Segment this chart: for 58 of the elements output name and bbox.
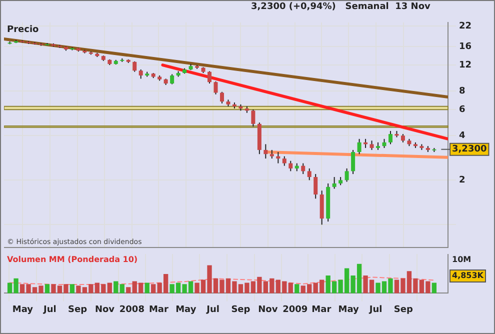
y-tick-label: 4 (459, 130, 466, 141)
candlestick (382, 138, 386, 148)
candlestick (282, 156, 286, 166)
candlestick (332, 176, 336, 190)
candlestick (357, 138, 362, 155)
candlestick (214, 80, 218, 95)
candlestick (307, 168, 312, 181)
x-tick-label: 2009 (282, 304, 308, 315)
annotation: Precio (7, 25, 39, 36)
candlestick (301, 162, 306, 175)
candlestick (220, 91, 224, 104)
candlestick (288, 160, 293, 172)
chart-title: 3,2300 (+0,94%) Semanal 13 Nov (251, 2, 430, 12)
candlestick (351, 149, 356, 175)
bar (70, 284, 75, 294)
bar (288, 282, 293, 294)
x-tick-label: Jul (42, 304, 56, 315)
candlestick (388, 130, 392, 145)
y-tick-label: 16 (459, 42, 472, 52)
y-tick-label: 22 (459, 21, 472, 32)
candlestick (370, 140, 374, 150)
candlestick (208, 70, 212, 84)
bar (107, 282, 112, 294)
x-tick-label: Sep (68, 304, 88, 315)
x-tick-label: Sep (231, 304, 251, 315)
bar (126, 287, 131, 294)
y-tick-label: 12 (459, 60, 472, 70)
chart-title: Volumen MM (Ponderada 10) (7, 255, 138, 264)
candlestick (344, 168, 349, 182)
candlestick (251, 109, 256, 128)
y-tick-label: 8 (459, 86, 466, 96)
x-tick-label: May (338, 304, 360, 315)
x-tick-label: May (12, 304, 34, 315)
x-tick-label: Nov (94, 304, 115, 315)
y-tick-label: 6 (459, 104, 466, 115)
bar (432, 282, 437, 294)
candlestick (138, 68, 143, 80)
annotation: 3,2300 (452, 144, 487, 155)
y-tick-label: 2 (459, 175, 466, 186)
bar (44, 284, 50, 294)
x-tick-label: Mar (148, 304, 169, 315)
bar (144, 282, 150, 294)
x-tick-label: Jul (206, 304, 220, 315)
candlestick (314, 174, 318, 200)
text: 10M (452, 255, 472, 264)
x-tick-label: Jul (368, 304, 382, 315)
x-tick-label: Mar (312, 304, 332, 315)
bar (120, 284, 124, 294)
candlestick (170, 74, 174, 85)
x-tick-label: 2008 (119, 304, 144, 315)
candlestick (132, 60, 137, 72)
bar (114, 281, 118, 294)
text: 4,853K (452, 271, 484, 280)
x-tick-label: Nov (258, 304, 278, 315)
candlestick (264, 144, 268, 160)
x-tick-label: Sep (394, 304, 414, 315)
bar (294, 284, 300, 294)
x-tick-label: May (176, 304, 196, 315)
